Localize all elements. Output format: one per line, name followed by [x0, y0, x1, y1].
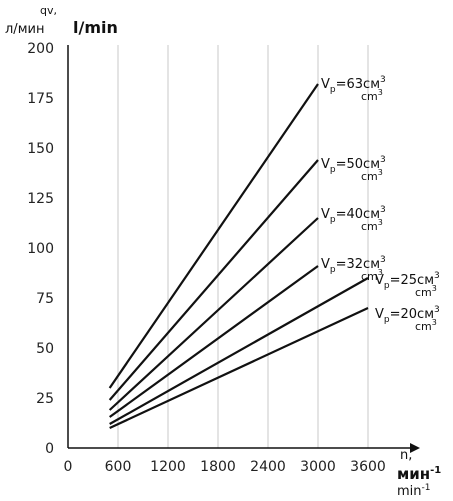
y-tick-label: 150	[27, 141, 54, 157]
label-unit-en: cm	[361, 170, 378, 183]
label-sup: 3	[434, 271, 440, 281]
y-axis-unit-en: l/min	[73, 18, 118, 37]
label-unit-en-sup: 3	[378, 88, 383, 97]
x-axis-unit-en-exp: -1	[422, 483, 431, 493]
series-label-main: Vp=50см3	[321, 155, 386, 175]
label-prefix: V	[321, 77, 330, 92]
label-prefix: V	[321, 157, 330, 172]
label-unit-en: cm	[361, 90, 378, 103]
x-tick-label: 3600	[350, 459, 386, 475]
label-value: =25см	[390, 273, 434, 288]
y-tick-label: 25	[36, 391, 54, 407]
label-unit-en-sup: 3	[432, 318, 437, 327]
grid-lines	[117, 45, 369, 448]
label-unit-en: cm	[361, 270, 378, 283]
series-label-en: cm3	[361, 168, 383, 183]
label-sup: 3	[380, 205, 386, 215]
label-unit-en-sup: 3	[378, 218, 383, 227]
label-sub: p	[384, 315, 390, 325]
x-axis-unit-en-text: min	[397, 484, 422, 499]
series-label-main: Vp=40см3	[321, 205, 386, 225]
series-label-main: Vp=32см3	[321, 255, 386, 275]
x-tick-label: 1200	[150, 459, 186, 475]
label-sup: 3	[434, 305, 440, 315]
label-prefix: V	[375, 307, 384, 322]
series-label-main: Vp=20см3	[375, 305, 440, 325]
y-axis-unit-ru: л/мин	[5, 22, 44, 37]
y-tick-label: 125	[27, 191, 54, 207]
label-unit-en-sup: 3	[378, 168, 383, 177]
label-value: =40см	[336, 207, 380, 222]
label-unit-en: cm	[361, 220, 378, 233]
y-tick-label: 200	[27, 41, 54, 57]
tick-labels: 0 600 1200 1800 2400 3000 3600 0 25 50 75 100 125 150…	[27, 41, 386, 475]
label-value: =20см	[390, 307, 434, 322]
label-sub: p	[330, 215, 336, 225]
axes	[67, 45, 420, 453]
x-axis-unit-ru-exp: -1	[430, 465, 441, 476]
x-tick-label: 1800	[200, 459, 236, 475]
label-unit-en-sup: 3	[378, 268, 383, 277]
series-label-en: cm3	[361, 268, 383, 283]
y-tick-label: 50	[36, 341, 54, 357]
series-label-en: cm3	[415, 318, 437, 333]
label-unit-en: cm	[415, 320, 432, 333]
series-line-vp-20	[109, 307, 369, 429]
series-line-vp-32	[109, 265, 319, 418]
y-tick-label: 175	[27, 91, 54, 107]
y-tick-label: 75	[36, 291, 54, 307]
label-sub: p	[330, 265, 336, 275]
label-sub: p	[384, 281, 390, 291]
series-line-vp-50	[108, 159, 319, 401]
label-prefix: V	[375, 273, 384, 288]
series-label-en: cm3	[361, 88, 383, 103]
label-sub: p	[330, 165, 336, 175]
y-tick-label: 100	[27, 241, 54, 257]
label-value: =50см	[336, 157, 380, 172]
label-sub: p	[330, 85, 336, 95]
x-tick-label: 600	[105, 459, 132, 475]
x-axis-symbol: n,	[400, 448, 412, 463]
series-line-vp-40	[108, 217, 319, 411]
x-axis-unit-ru-text: мин	[397, 465, 430, 483]
series-lines	[108, 83, 369, 429]
series-label-main: Vp=63см3	[321, 75, 386, 95]
series-label-main: Vp=25см3	[375, 271, 440, 291]
label-value: =63см	[336, 77, 380, 92]
series-labels: Vp=63см3cm3Vp=50см3cm3Vp=40см3cm3Vp=32см…	[321, 75, 440, 333]
x-axis-arrow	[410, 443, 420, 453]
label-prefix: V	[321, 207, 330, 222]
label-unit-en: cm	[415, 286, 432, 299]
series-label-en: cm3	[415, 284, 437, 299]
label-sup: 3	[380, 255, 386, 265]
y-tick-label: 0	[45, 441, 54, 457]
x-tick-label: 0	[64, 459, 73, 475]
x-tick-label: 3000	[300, 459, 336, 475]
x-axis-unit-ru: мин-1	[397, 465, 441, 483]
label-sup: 3	[380, 75, 386, 85]
label-sup: 3	[380, 155, 386, 165]
x-tick-label: 2400	[250, 459, 286, 475]
series-line-vp-63	[108, 83, 319, 389]
label-value: =32см	[336, 257, 380, 272]
label-unit-en-sup: 3	[432, 284, 437, 293]
series-label-en: cm3	[361, 218, 383, 233]
series-line-vp-25	[109, 277, 369, 425]
y-axis-symbol: qv,	[40, 4, 57, 17]
x-axis-unit-en: min-1	[397, 483, 431, 499]
label-prefix: V	[321, 257, 330, 272]
